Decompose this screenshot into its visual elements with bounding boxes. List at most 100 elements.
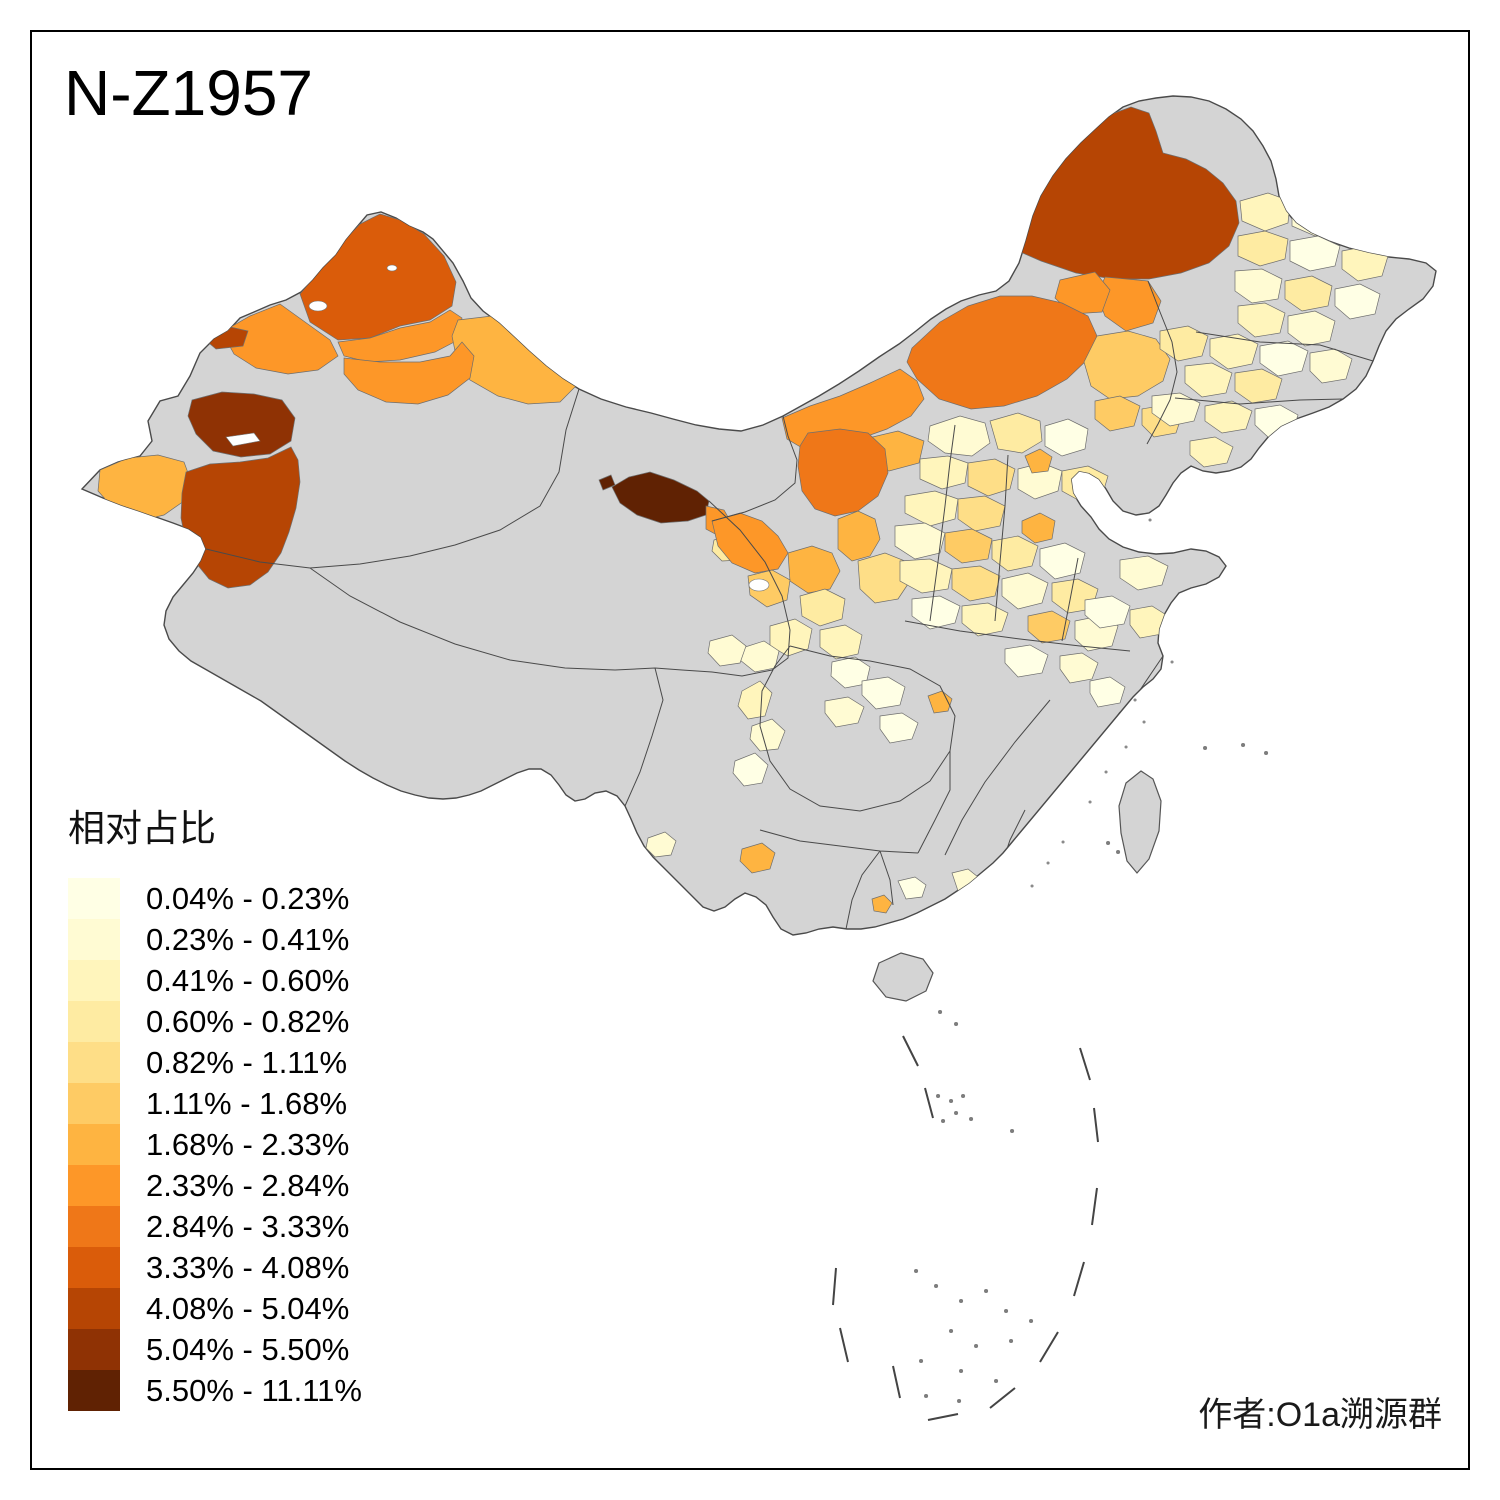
map-region — [961, 602, 1009, 637]
map-region — [861, 676, 906, 710]
map-region — [857, 552, 911, 604]
map-region — [1239, 192, 1291, 232]
map-region — [904, 490, 959, 527]
legend-label: 2.33% - 2.84% — [146, 1167, 350, 1203]
nine-dash-line — [832, 1035, 1099, 1421]
legend-swatch — [68, 878, 120, 919]
map-region — [1159, 325, 1209, 362]
map-region — [1089, 676, 1126, 708]
legend-label: 3.33% - 4.08% — [146, 1249, 350, 1285]
legend-label: 1.11% - 1.68% — [146, 1085, 348, 1121]
map-region — [1024, 448, 1053, 474]
map-region — [1151, 392, 1201, 427]
map-region — [1259, 340, 1309, 377]
map-region — [989, 412, 1043, 454]
legend-label: 0.23% - 0.41% — [146, 921, 350, 957]
legend-row: 0.04% - 0.23% — [68, 878, 362, 919]
map-region — [787, 545, 841, 594]
author-credit: 作者:O1a溯源群 — [1198, 1396, 1442, 1434]
small-islands — [914, 743, 1269, 1403]
map-region — [187, 391, 296, 458]
legend-label: 0.82% - 1.11% — [146, 1044, 348, 1080]
taiwan-island — [1118, 770, 1162, 874]
map-region — [1021, 512, 1056, 544]
map-region — [1237, 230, 1289, 267]
legend-row: 0.23% - 0.41% — [68, 919, 362, 960]
hainan-island — [872, 952, 934, 1002]
map-region — [343, 341, 475, 405]
map-region — [871, 894, 893, 914]
legend-swatch — [68, 1165, 120, 1206]
map-region — [1287, 310, 1336, 347]
map-legend: 相对占比 0.04% - 0.23% 0.23% - 0.41% 0.41% -… — [68, 798, 362, 1411]
lake — [225, 432, 261, 447]
map-region — [1084, 595, 1131, 629]
map-region — [1004, 644, 1049, 678]
map-region — [732, 752, 769, 787]
map-region — [645, 831, 677, 858]
legend-swatch — [68, 960, 120, 1001]
legend-swatch — [68, 1329, 120, 1370]
legend-swatch — [68, 1042, 120, 1083]
map-region — [1334, 283, 1381, 320]
map-region — [1083, 330, 1171, 400]
legend-row: 2.84% - 3.33% — [68, 1206, 362, 1247]
legend-label: 1.68% - 2.33% — [146, 1126, 350, 1162]
map-region — [991, 535, 1039, 572]
map-region — [967, 458, 1016, 497]
map-regions — [97, 106, 1389, 930]
province-boundaries — [205, 280, 1374, 930]
map-region — [1184, 362, 1233, 398]
qinghai-lake — [748, 578, 770, 592]
coastal-islets — [1030, 518, 1174, 888]
map-region — [737, 680, 773, 720]
map-region — [1237, 302, 1286, 338]
map-region — [899, 558, 953, 594]
legend-row: 2.33% - 2.84% — [68, 1165, 362, 1206]
map-region — [598, 474, 616, 491]
legend-row: 3.33% - 4.08% — [68, 1247, 362, 1288]
legend-swatch — [68, 1288, 120, 1329]
map-region — [1234, 368, 1283, 404]
map-region — [879, 712, 919, 744]
legend-swatch — [68, 1124, 120, 1165]
map-region — [1204, 400, 1253, 434]
legend-label: 0.04% - 0.23% — [146, 880, 350, 916]
legend-label: 5.04% - 5.50% — [146, 1331, 350, 1367]
map-region — [819, 624, 863, 660]
legend-swatch — [68, 1083, 120, 1124]
map-region — [944, 528, 993, 564]
page-title: N-Z1957 — [64, 57, 313, 129]
map-region — [1309, 348, 1353, 384]
map-region — [707, 634, 747, 667]
legend-row: 0.82% - 1.11% — [68, 1042, 362, 1083]
map-region — [919, 455, 969, 490]
map-region — [927, 415, 991, 457]
map-region — [1044, 418, 1089, 457]
legend-label: 4.08% - 5.04% — [146, 1290, 350, 1326]
map-region — [1284, 275, 1333, 312]
map-region — [1027, 610, 1071, 644]
map-region — [824, 696, 865, 728]
map-region — [894, 522, 946, 560]
lake — [386, 264, 398, 272]
legend-label: 2.84% - 3.33% — [146, 1208, 350, 1244]
legend-row: 0.60% - 0.82% — [68, 1001, 362, 1042]
map-region — [739, 842, 776, 874]
map-region — [1234, 268, 1283, 304]
map-region — [897, 876, 927, 900]
legend-row: 1.68% - 2.33% — [68, 1124, 362, 1165]
map-region — [1119, 555, 1169, 591]
legend-row: 5.50% - 11.11% — [68, 1370, 362, 1411]
map-region — [1059, 652, 1099, 684]
map-region — [911, 595, 961, 630]
map-region — [951, 565, 1001, 602]
legend-swatch — [68, 1370, 120, 1411]
legend-label: 0.60% - 0.82% — [146, 1003, 350, 1039]
legend-row: 1.11% - 1.68% — [68, 1083, 362, 1124]
map-region — [1054, 271, 1111, 315]
legend-label: 5.50% - 11.11% — [146, 1372, 362, 1408]
legend-row: 0.41% - 0.60% — [68, 960, 362, 1001]
